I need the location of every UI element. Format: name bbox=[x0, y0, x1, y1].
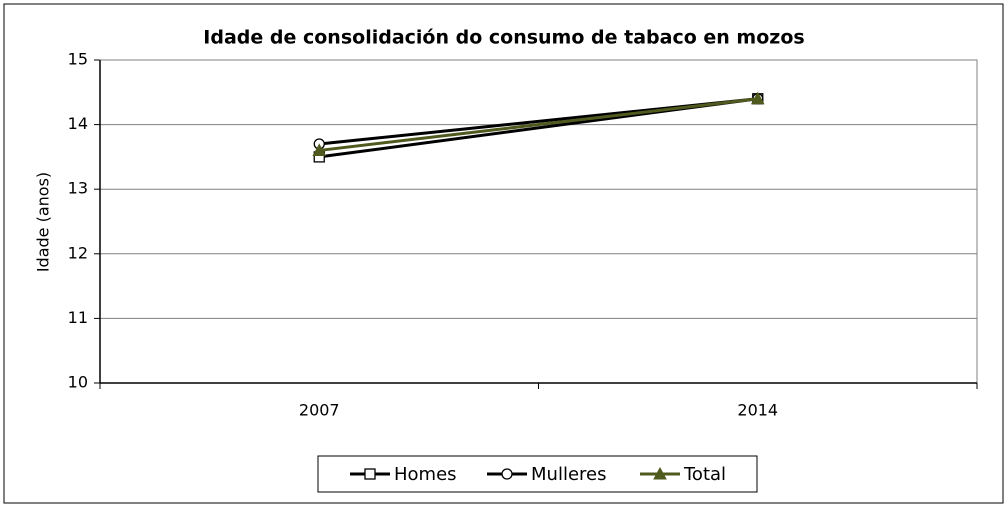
series-line bbox=[319, 97, 758, 152]
marker bbox=[364, 468, 376, 480]
marker bbox=[750, 91, 765, 105]
y-tick-label: 15 bbox=[68, 50, 88, 69]
legend-label: Mulleres bbox=[531, 464, 606, 485]
y-tick-label: 10 bbox=[68, 373, 88, 392]
y-tick-label: 13 bbox=[68, 179, 88, 198]
legend-box bbox=[317, 455, 758, 493]
y-axis-label: Idade (anos) bbox=[34, 172, 53, 272]
legend-label: Total bbox=[683, 464, 726, 485]
y-tick-label: 14 bbox=[68, 114, 88, 133]
y-tick-label: 11 bbox=[68, 308, 88, 327]
marker bbox=[312, 143, 327, 156]
marker bbox=[653, 466, 667, 480]
marker bbox=[501, 468, 513, 480]
chart-title: Idade de consolidación do consumo de tab… bbox=[203, 27, 804, 49]
x-tick-label: 2007 bbox=[299, 401, 340, 420]
x-tick-label: 2014 bbox=[737, 401, 778, 420]
legend-label: Homes bbox=[394, 464, 457, 485]
y-tick-label: 12 bbox=[68, 243, 88, 262]
